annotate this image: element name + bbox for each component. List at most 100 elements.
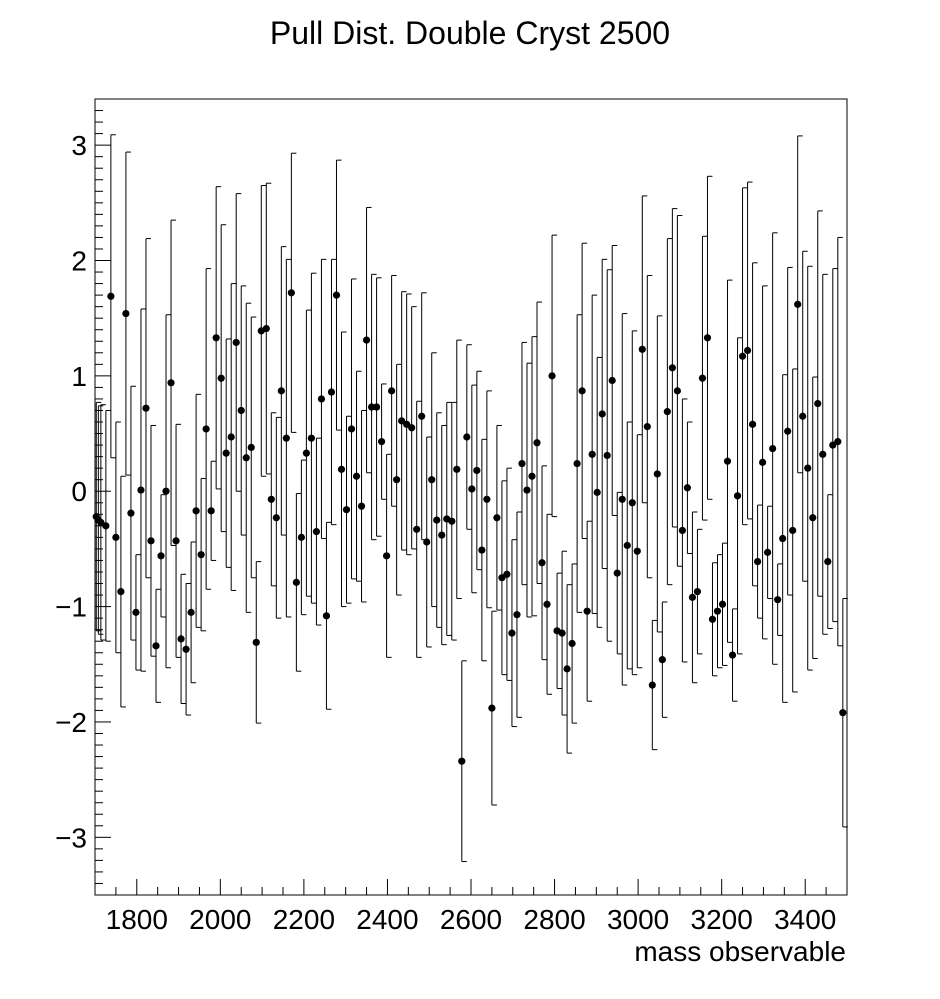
- data-point: [784, 427, 792, 435]
- data-point-group: [688, 511, 698, 684]
- data-point-group: [663, 238, 673, 586]
- data-point-group: [132, 554, 141, 671]
- data-point: [297, 533, 305, 541]
- data-point: [157, 552, 165, 560]
- data-point-group: [443, 401, 452, 636]
- data-point-group: [127, 385, 136, 641]
- data-point: [97, 518, 105, 526]
- data-point-group: [222, 338, 232, 568]
- data-point-group: [794, 135, 803, 474]
- data-point: [829, 441, 837, 449]
- data-point: [753, 558, 762, 566]
- data-point: [743, 346, 752, 355]
- data-point: [147, 537, 155, 545]
- data-point-group: [362, 206, 372, 474]
- data-point-group: [769, 232, 778, 665]
- data-point: [142, 404, 150, 412]
- data-point-group: [643, 275, 653, 579]
- data-point: [789, 526, 797, 535]
- y-tick-label: 3: [71, 130, 87, 161]
- data-point: [428, 476, 436, 484]
- data-point-group: [102, 409, 111, 642]
- data-point-group: [824, 494, 833, 630]
- data-point-group: [217, 224, 227, 533]
- data-point: [167, 379, 175, 387]
- data-point: [347, 425, 356, 433]
- data-point: [543, 600, 551, 608]
- data-point: [523, 486, 531, 494]
- data-point-group: [117, 475, 126, 708]
- data-point-group: [207, 460, 217, 561]
- data-point: [628, 499, 636, 507]
- data-point: [528, 472, 536, 480]
- data-point-group: [753, 504, 763, 619]
- y-tick-label: 0: [71, 476, 87, 507]
- data-point-group: [563, 584, 573, 754]
- data-point-group: [172, 423, 182, 658]
- data-point: [804, 464, 812, 472]
- data-point-group: [728, 608, 738, 702]
- data-point: [207, 507, 215, 515]
- data-point: [342, 506, 351, 514]
- data-point: [498, 574, 506, 582]
- data-point: [262, 324, 270, 333]
- data-point: [252, 638, 260, 646]
- data-point: [708, 615, 717, 623]
- data-point-group: [242, 302, 252, 613]
- data-point-group: [162, 314, 172, 669]
- data-point: [267, 495, 275, 503]
- data-point-group: [608, 245, 618, 516]
- data-point-group: [192, 393, 202, 628]
- data-point: [177, 635, 185, 643]
- data-point: [132, 608, 140, 616]
- data-point-group: [197, 478, 207, 632]
- x-tick-label: 2000: [189, 904, 251, 935]
- data-point-group: [618, 313, 628, 686]
- data-point-group: [528, 336, 537, 617]
- data-point: [568, 639, 576, 648]
- data-point: [227, 433, 235, 441]
- data-point: [698, 374, 707, 382]
- data-point: [242, 454, 250, 462]
- data-point: [277, 387, 285, 395]
- data-point-group: [287, 152, 297, 433]
- data-point: [212, 334, 220, 342]
- data-point-group: [458, 660, 467, 863]
- data-point: [352, 472, 361, 480]
- data-point-group: [799, 250, 808, 582]
- data-point: [603, 451, 611, 460]
- data-point-group: [122, 151, 131, 476]
- data-point: [408, 424, 416, 432]
- data-point-group: [177, 573, 187, 704]
- data-point-group: [518, 341, 527, 586]
- data-point: [182, 645, 190, 653]
- data-point-group: [262, 182, 272, 475]
- data-point: [799, 412, 807, 420]
- data-point-group: [743, 181, 753, 520]
- data-point-group: [513, 511, 522, 718]
- data-point: [578, 387, 586, 395]
- data-point-group: [498, 480, 507, 676]
- data-point-group: [829, 268, 838, 623]
- data-point: [733, 492, 742, 500]
- data-point: [418, 412, 426, 420]
- x-tick-label: 3400: [774, 904, 836, 935]
- data-point-group: [152, 588, 161, 703]
- data-point: [779, 534, 787, 543]
- data-point: [703, 334, 712, 342]
- data-point-group: [423, 436, 432, 648]
- data-point-group: [147, 424, 156, 657]
- data-point: [247, 443, 255, 451]
- data-point-group: [312, 437, 322, 626]
- data-point: [513, 611, 521, 619]
- data-point: [152, 642, 160, 650]
- data-point: [653, 470, 661, 478]
- data-point: [834, 438, 842, 446]
- data-point: [483, 495, 491, 503]
- data-point: [673, 387, 681, 395]
- data-point-group: [693, 528, 703, 655]
- data-point: [728, 651, 737, 659]
- data-point-group: [247, 316, 257, 579]
- data-point-group: [327, 258, 337, 526]
